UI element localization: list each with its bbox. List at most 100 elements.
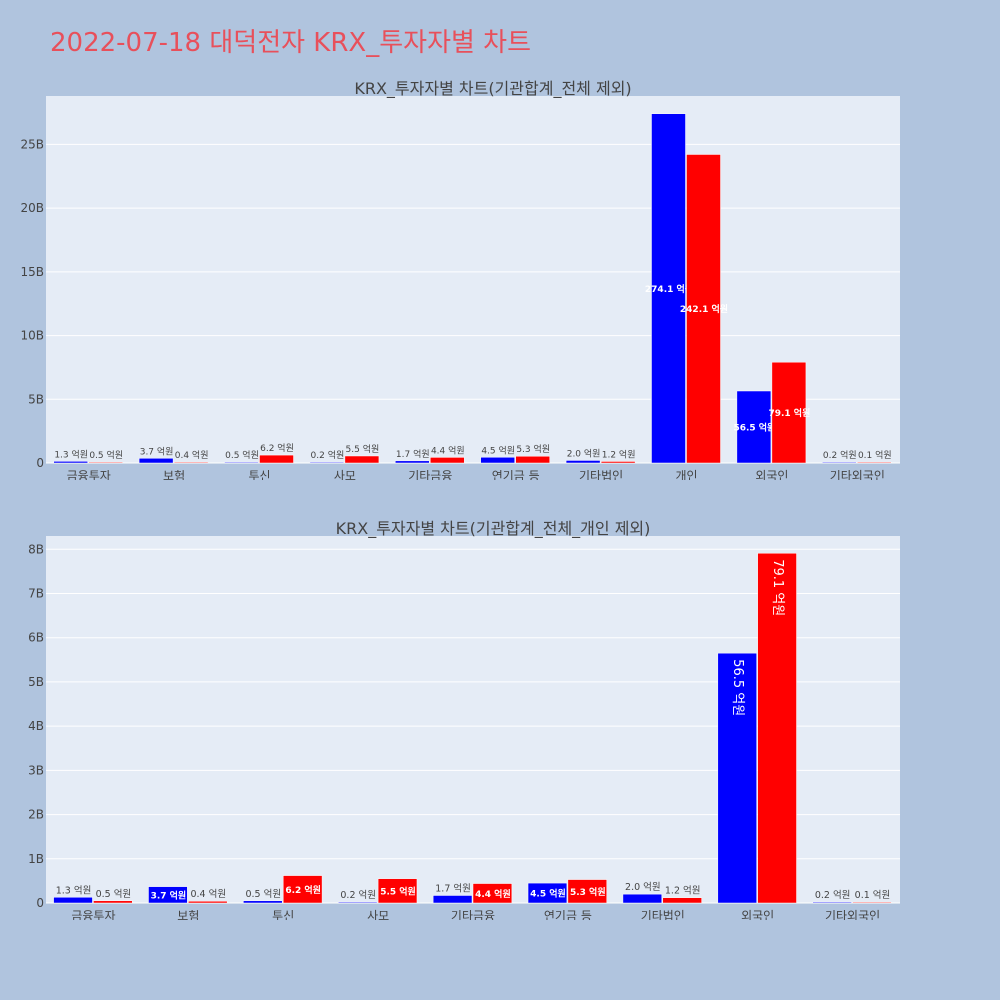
y-tick-label: 5B <box>28 392 44 406</box>
data-label: 1.3 억원 <box>56 884 92 896</box>
y-tick-label: 0 <box>36 896 44 910</box>
bar <box>480 457 515 464</box>
bar <box>662 897 702 904</box>
data-label: 79.1 억원 <box>768 407 810 419</box>
data-label: 0.4 억원 <box>190 888 226 900</box>
bar <box>93 900 133 904</box>
bar <box>338 901 378 904</box>
bar <box>600 461 636 464</box>
data-label: 0.2 억원 <box>311 449 345 461</box>
data-label: 0.2 억원 <box>823 449 857 461</box>
bar <box>822 461 857 464</box>
x-tick-label: 사모 <box>334 469 356 480</box>
bar <box>686 154 721 464</box>
data-label: 1.7 억원 <box>396 448 430 460</box>
x-tick-label: 연기금 등 <box>544 909 592 920</box>
bar <box>282 875 323 904</box>
data-label: 4.4 억원 <box>431 444 465 456</box>
x-tick-label: 투신 <box>272 909 294 920</box>
bar <box>88 461 123 464</box>
data-label: 1.7 억원 <box>435 882 471 894</box>
x-tick-label: 개인 <box>675 469 697 480</box>
data-label: 3.7 억원 <box>151 889 187 901</box>
data-label: 4.5 억원 <box>530 888 566 900</box>
chart-title: KRX_투자자별 차트(기관합계_전체 제외) <box>354 79 631 99</box>
bar <box>857 461 892 464</box>
bar <box>757 552 797 904</box>
data-label: 0.5 억원 <box>96 888 132 900</box>
data-label: 4.5 억원 <box>481 444 515 456</box>
bar <box>852 901 892 904</box>
y-tick-label: 4B <box>28 719 44 733</box>
bar <box>812 901 852 904</box>
x-tick-label: 외국인 <box>741 909 774 920</box>
chart-1: KRX_투자자별 차트(기관합계_전체 제외) 0 5B 10B 15B 20B 25B 금융… <box>20 79 900 480</box>
y-tick-label: 7B <box>28 586 44 600</box>
chart-title: KRX_투자자별 차트(기관합계_전체_개인 제외) <box>336 519 651 539</box>
bar <box>567 879 607 904</box>
x-tick-label: 연기금 등 <box>492 469 540 480</box>
bar <box>53 897 93 904</box>
y-tick-label: 10B <box>20 329 44 343</box>
x-tick-label: 보험 <box>177 909 199 920</box>
bar <box>771 361 807 464</box>
data-label: 0.5 억원 <box>225 449 259 461</box>
data-label: 1.2 억원 <box>602 448 636 460</box>
data-label: 5.3 억원 <box>570 886 606 898</box>
bar <box>472 883 513 904</box>
data-label: 0.1 억원 <box>855 889 891 901</box>
bar <box>717 652 757 904</box>
data-label: 274.1 억원 <box>645 283 693 295</box>
data-label: 56.5 억원 <box>730 659 745 716</box>
x-tick-label: 보험 <box>163 469 185 480</box>
data-label: 0.4 억원 <box>175 449 209 461</box>
x-tick-label: 기타금융 <box>408 469 452 480</box>
bar <box>430 457 465 464</box>
x-tick-label: 기타법인 <box>579 469 623 480</box>
x-tick-label: 기타법인 <box>641 909 685 920</box>
bar <box>344 455 380 464</box>
bar <box>259 454 294 464</box>
y-tick-label: 20B <box>20 201 44 215</box>
y-tick-label: 8B <box>28 542 44 556</box>
data-label: 5.5 억원 <box>380 885 416 897</box>
data-label: 6.2 억원 <box>285 884 321 896</box>
bar <box>651 113 686 464</box>
data-label: 1.2 억원 <box>665 885 701 897</box>
bar <box>173 461 209 464</box>
data-label: 79.1 억원 <box>770 559 785 616</box>
bar <box>515 455 550 464</box>
x-tick-label: 금융투자 <box>71 909 115 920</box>
x-tick-label: 투신 <box>248 469 270 480</box>
data-label: 56.5 억원 <box>733 422 775 434</box>
data-label: 5.3 억원 <box>516 443 550 455</box>
bar <box>243 900 283 904</box>
y-tick-label: 3B <box>28 763 44 777</box>
data-label: 0.2 억원 <box>815 889 851 901</box>
y-tick-label: 6B <box>28 631 44 645</box>
x-tick-label: 기타금융 <box>451 909 495 920</box>
page-title: 2022-07-18 대덕전자 KRX_투자자별 차트 <box>50 28 532 58</box>
bar <box>309 461 345 464</box>
bar <box>377 878 418 904</box>
data-label: 1.3 억원 <box>54 448 88 460</box>
y-tick-label: 0 <box>36 456 44 470</box>
data-label: 0.5 억원 <box>89 449 123 461</box>
bar <box>736 390 772 464</box>
data-label: 0.1 억원 <box>858 449 892 461</box>
x-tick-label: 사모 <box>367 909 389 920</box>
x-tick-label: 외국인 <box>755 469 788 480</box>
bar <box>148 886 188 904</box>
chart-2: KRX_투자자별 차트(기관합계_전체_개인 제외) 0 1B 2B 3B 4B 5B 6B 7… <box>28 519 900 920</box>
data-label: 5.5 억원 <box>346 443 380 455</box>
x-tick-label: 금융투자 <box>67 469 111 480</box>
data-label: 4.4 억원 <box>475 888 511 900</box>
data-label: 0.2 억원 <box>340 889 376 901</box>
y-tick-label: 15B <box>20 265 44 279</box>
y-tick-label: 2B <box>28 808 44 822</box>
y-tick-label: 1B <box>28 852 44 866</box>
bar <box>527 882 568 904</box>
y-tick-label: 5B <box>28 675 44 689</box>
bar <box>224 461 259 464</box>
bar <box>138 458 174 464</box>
